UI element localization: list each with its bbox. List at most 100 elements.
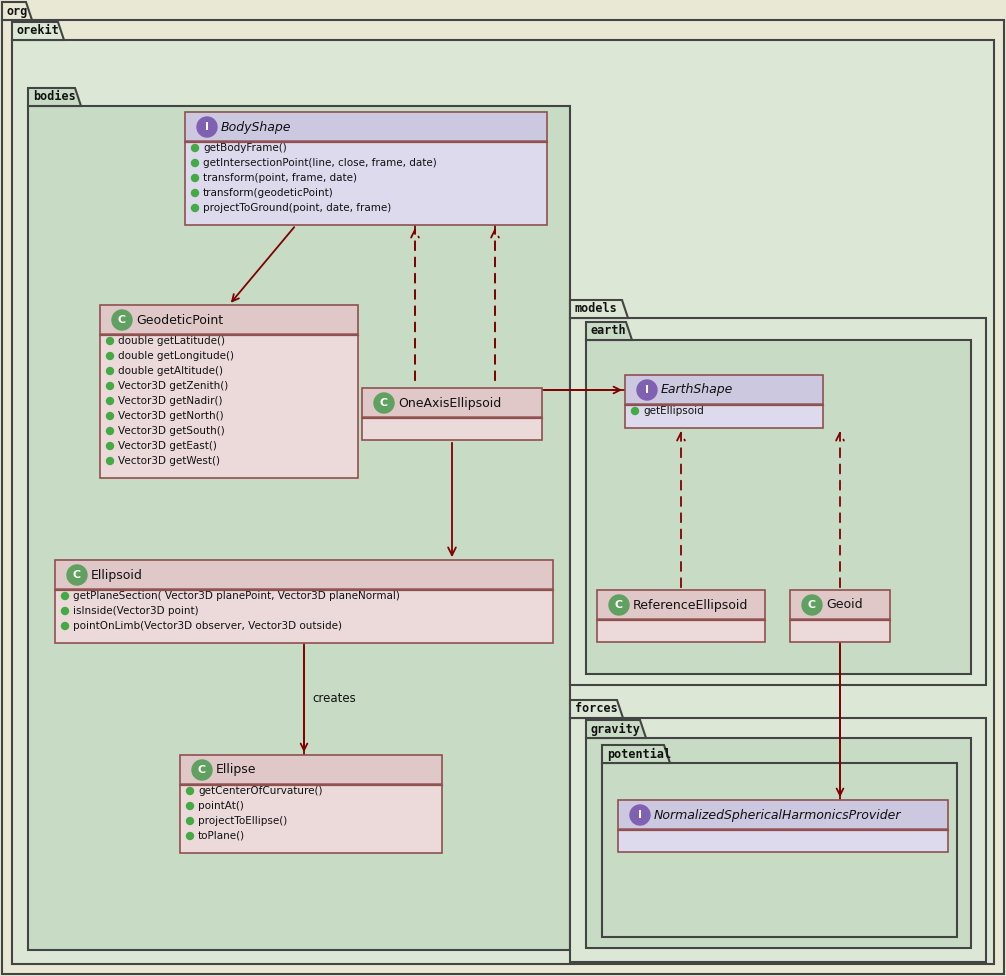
Circle shape [107,397,114,404]
Text: pointOnLimb(Vector3D observer, Vector3D outside): pointOnLimb(Vector3D observer, Vector3D … [73,621,342,631]
Text: orekit: orekit [17,24,59,37]
Text: NormalizedSphericalHarmonicsProvider: NormalizedSphericalHarmonicsProvider [654,808,901,822]
Text: projectToGround(point, date, frame): projectToGround(point, date, frame) [203,203,391,213]
Bar [362,388,542,418]
Circle shape [61,592,68,599]
Text: Vector3D getNadir(): Vector3D getNadir() [118,396,222,406]
Text: getCenterOfCurvature(): getCenterOfCurvature() [198,786,323,796]
Text: toPlane(): toPlane() [198,831,245,841]
Polygon shape [586,322,632,340]
Circle shape [107,368,114,375]
Circle shape [112,310,132,330]
Text: C: C [615,600,623,610]
Bar [570,718,986,962]
Text: bodies: bodies [33,91,75,103]
Circle shape [192,760,212,780]
Text: double getLatitude(): double getLatitude() [118,336,225,346]
Text: I: I [645,385,649,395]
Text: projectToEllipse(): projectToEllipse() [198,816,288,826]
Text: getBodyFrame(): getBodyFrame() [203,143,287,153]
Text: double getAltitude(): double getAltitude() [118,366,223,376]
Circle shape [191,205,198,212]
Circle shape [374,393,394,413]
Circle shape [107,458,114,465]
Bar [790,620,890,642]
Bar [28,106,570,950]
Circle shape [191,175,198,182]
Text: ReferenceEllipsoid: ReferenceEllipsoid [633,598,748,612]
Circle shape [637,380,657,400]
Circle shape [632,408,639,415]
Circle shape [191,189,198,196]
Bar [55,560,553,590]
Text: C: C [380,398,388,408]
Text: Vector3D getWest(): Vector3D getWest() [118,456,220,466]
Text: Ellipse: Ellipse [216,763,257,777]
Circle shape [61,623,68,630]
Text: org: org [7,5,28,18]
Bar [618,830,948,852]
Text: Geoid: Geoid [826,598,862,612]
Bar [362,418,542,440]
Bar [185,142,547,225]
Text: potential: potential [607,748,671,760]
Text: models: models [575,303,618,315]
Text: Vector3D getZenith(): Vector3D getZenith() [118,381,228,391]
Polygon shape [12,22,64,40]
Text: Vector3D getNorth(): Vector3D getNorth() [118,411,223,421]
Bar [100,305,358,335]
Bar [602,763,957,937]
Circle shape [107,413,114,420]
Bar [597,590,765,620]
Polygon shape [570,300,628,318]
Text: creates: creates [312,693,356,706]
Polygon shape [602,745,670,763]
Circle shape [186,833,193,839]
Bar [586,738,971,948]
Circle shape [191,159,198,167]
Bar [180,755,442,785]
Circle shape [61,607,68,615]
Bar [100,335,358,478]
Bar [597,620,765,642]
Text: C: C [73,570,81,580]
Text: transform(point, frame, date): transform(point, frame, date) [203,173,357,183]
Text: gravity: gravity [591,722,641,736]
Bar [618,800,948,830]
Circle shape [191,144,198,151]
Bar [55,590,553,643]
Text: earth: earth [591,324,627,338]
Text: double getLongitude(): double getLongitude() [118,351,234,361]
Text: getIntersectionPoint(line, close, frame, date): getIntersectionPoint(line, close, frame,… [203,158,437,168]
Text: BodyShape: BodyShape [221,120,292,134]
Circle shape [186,818,193,825]
Bar [185,112,547,142]
Circle shape [107,352,114,359]
Text: getPlaneSection( Vector3D planePoint, Vector3D planeNormal): getPlaneSection( Vector3D planePoint, Ve… [73,591,399,601]
Polygon shape [570,700,623,718]
Circle shape [802,595,822,615]
Bar [570,318,986,685]
Circle shape [630,805,650,825]
Circle shape [107,383,114,389]
Text: I: I [205,122,209,132]
Text: isInside(Vector3D point): isInside(Vector3D point) [73,606,198,616]
Bar [625,375,823,405]
Polygon shape [2,2,32,20]
Bar [586,340,971,674]
Circle shape [186,802,193,809]
Text: EarthShape: EarthShape [661,384,733,396]
Text: pointAt(): pointAt() [198,801,243,811]
Text: I: I [638,810,642,820]
Polygon shape [586,720,646,738]
Text: forces: forces [575,703,618,715]
Text: C: C [808,600,816,610]
Text: OneAxisEllipsoid: OneAxisEllipsoid [398,396,501,410]
Bar [625,405,823,428]
Bar [180,785,442,853]
Circle shape [107,442,114,450]
Text: transform(geodeticPoint): transform(geodeticPoint) [203,188,334,198]
Circle shape [107,427,114,434]
Text: C: C [198,765,206,775]
Circle shape [197,117,217,137]
